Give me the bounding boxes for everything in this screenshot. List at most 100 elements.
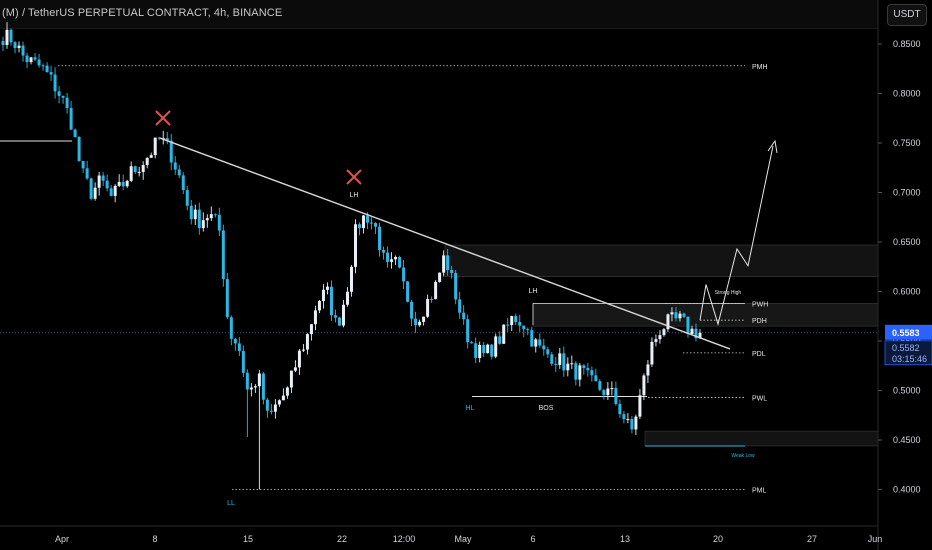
last-price-badge <box>885 324 932 340</box>
price-tick-label: 0.5500 <box>893 336 921 346</box>
levels-layer: PMH PWH PDH PDL PWL PML <box>0 64 878 495</box>
time-tick-label: May <box>454 534 472 544</box>
candle-body <box>237 343 241 352</box>
time-tick-label: Apr <box>55 534 69 544</box>
price-tick-label: 0.7500 <box>893 138 921 148</box>
candle-body <box>410 301 414 319</box>
candle-body <box>209 214 213 219</box>
candles-layer <box>1 22 702 490</box>
structure-label-lh-1: LH <box>350 192 359 199</box>
candle-body <box>329 286 333 316</box>
time-tick-label: 8 <box>152 534 157 544</box>
candle-body <box>225 279 229 318</box>
cross-mark <box>346 169 362 185</box>
candle-body <box>33 57 37 60</box>
candle-body <box>161 138 165 140</box>
candle-body <box>502 324 506 344</box>
candle-body <box>418 321 422 326</box>
structure-label-lh-2: LH <box>529 288 538 295</box>
candle-body <box>25 55 29 63</box>
currency-button[interactable]: USDT <box>887 4 927 26</box>
structure-label-hl: HL <box>466 405 475 412</box>
candle-body <box>169 140 173 163</box>
candle-body <box>594 375 598 382</box>
candle-body <box>1 41 5 45</box>
time-tick-label: 27 <box>807 534 817 544</box>
candle-body <box>430 299 434 301</box>
candle-body <box>678 313 682 319</box>
candle-body <box>181 175 185 191</box>
cross-mark <box>155 110 171 126</box>
candle-body <box>141 165 145 172</box>
candle-body <box>558 353 562 365</box>
candle-body <box>574 363 578 380</box>
level-label-pdh: PDH <box>752 318 767 325</box>
candle-body <box>546 349 550 355</box>
candle-body <box>626 419 630 421</box>
candle-body <box>309 324 313 335</box>
candle-body <box>17 45 21 48</box>
candle-body <box>658 335 662 340</box>
candle-body <box>526 329 530 331</box>
candle-body <box>438 272 442 282</box>
candle-body <box>650 341 654 365</box>
candle-body <box>366 215 370 223</box>
candle-body <box>642 375 646 396</box>
candle-body <box>249 387 253 390</box>
candle-body <box>121 181 125 187</box>
candle-body <box>654 339 658 342</box>
level-label-pmh: PMH <box>752 64 768 71</box>
candle-body <box>61 95 65 98</box>
candle-body <box>474 343 478 358</box>
candle-body <box>486 344 490 354</box>
candle-body <box>470 342 474 344</box>
annotation-layer: LH LH HL BOS LL Strong High Weak Low <box>155 110 755 507</box>
candle-body <box>606 388 610 396</box>
candle-body <box>49 72 53 75</box>
candle-body <box>9 29 13 43</box>
candle-body <box>73 129 77 137</box>
candle-body <box>390 259 394 262</box>
time-tick-label: 12:00 <box>393 534 416 544</box>
price-tick-label: 0.5000 <box>893 386 921 396</box>
candle-body <box>506 324 510 326</box>
candle-body <box>534 339 538 347</box>
countdown-label: 03:15:46 <box>892 354 927 364</box>
candle-body <box>674 312 678 319</box>
trendline <box>159 137 731 350</box>
candle-body <box>193 209 197 220</box>
candle-body <box>269 410 273 412</box>
candle-body <box>538 339 542 346</box>
candle-body <box>386 252 390 262</box>
candle-body <box>562 353 566 371</box>
candle-body <box>670 312 674 315</box>
candle-body <box>197 209 201 229</box>
time-tick-label: 20 <box>713 534 723 544</box>
time-tick-label: 6 <box>530 534 535 544</box>
candle-body <box>494 336 498 357</box>
candle-body <box>542 345 546 350</box>
time-axis[interactable]: Apr 8 15 22 12:00 May 6 13 20 27 Jun <box>0 525 882 544</box>
trendline-layer <box>159 137 731 350</box>
candle-body <box>253 386 257 388</box>
candle-body <box>125 180 129 187</box>
candle-body <box>45 65 49 73</box>
projection-arrowhead <box>767 139 778 153</box>
candle-body <box>185 190 189 206</box>
last-price-label: 0.5583 <box>892 328 920 338</box>
price-tick-label: 0.8000 <box>893 89 921 99</box>
candle-body <box>293 367 297 371</box>
candle-body <box>93 187 97 199</box>
price-tick-label: 0.7000 <box>893 188 921 198</box>
level-label-pdl: PDL <box>752 351 766 358</box>
candle-body <box>5 29 9 45</box>
candle-body <box>229 317 233 339</box>
price-axis-bg <box>878 29 932 550</box>
candle-body <box>89 178 93 199</box>
price-axis[interactable]: 0.8500 0.8000 0.7500 0.7000 0.6500 0.6000 0.55… <box>877 0 932 550</box>
supply-demand-zone <box>532 303 879 327</box>
candle-body <box>13 42 17 48</box>
candle-body <box>638 395 642 417</box>
